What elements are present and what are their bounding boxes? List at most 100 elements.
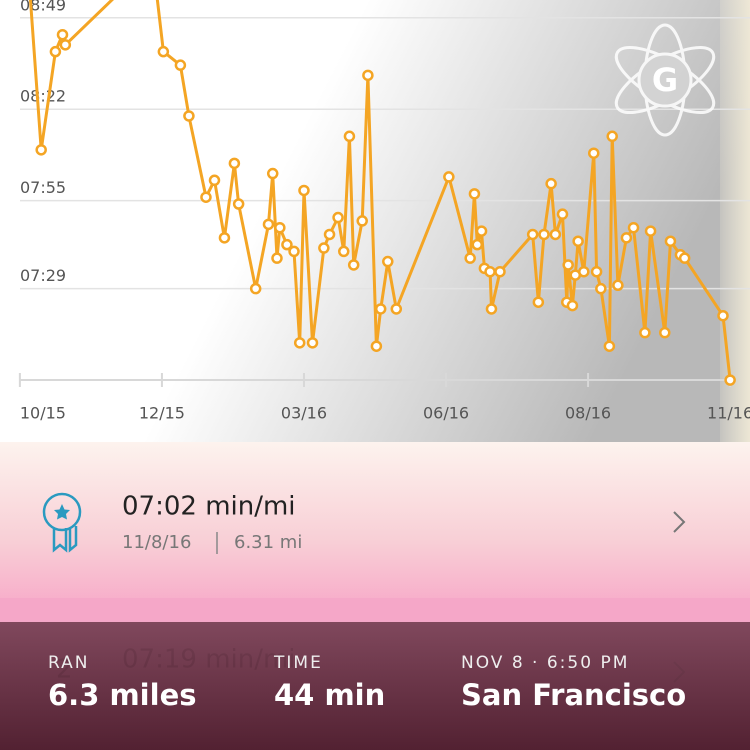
pace-point [370, 340, 383, 352]
y-tick-label: 08:49 [20, 0, 66, 14]
pace-point [484, 265, 496, 278]
pace-point [281, 238, 293, 251]
x-tick-label: 11/16 [707, 404, 750, 423]
pace-point [620, 232, 633, 244]
summary-value: 44 min [274, 678, 385, 712]
pace-point [485, 303, 498, 315]
pace-point [717, 309, 729, 322]
award-medal [42, 492, 82, 532]
pace-point [724, 374, 736, 386]
pace-point [595, 282, 607, 295]
summary-label: RAN [48, 653, 89, 673]
pace-point [298, 184, 310, 197]
award-ribbon [52, 528, 68, 553]
pace-point [475, 225, 488, 237]
record-pace: 07:02 min/mi [122, 492, 296, 522]
pace-point [157, 45, 170, 58]
pace-point [572, 235, 584, 247]
pace-point [332, 211, 344, 224]
pace-point [612, 279, 624, 292]
pace-point [262, 218, 275, 231]
pace-point [306, 337, 319, 349]
pace-point [208, 174, 221, 187]
pace-point [578, 265, 590, 278]
pace-point [562, 259, 574, 271]
pace-point [639, 326, 651, 339]
pace-point [443, 171, 455, 183]
pace-point [590, 265, 603, 278]
logo-core [637, 52, 693, 108]
pace-point [471, 238, 484, 251]
pace-point [343, 130, 356, 143]
pace-point [664, 235, 677, 247]
x-tick-label: 10/15 [20, 404, 66, 423]
pace-point [678, 252, 691, 264]
summary: RAN 6.3 miles TIME 44 min NOV 8 · 6:50 P… [48, 653, 686, 712]
chart-edge [720, 0, 750, 442]
award-star [54, 504, 70, 520]
x-tick-label: 06/16 [423, 404, 469, 423]
pace-point [174, 59, 187, 71]
pace-point [382, 255, 394, 268]
chart-background [0, 0, 750, 442]
logo-letter: G [652, 61, 678, 99]
pace-point [627, 221, 640, 234]
summary-label: NOV 8 · 6:50 PM [461, 653, 629, 673]
record-distance: 6.31 mi [234, 532, 302, 553]
pace-point [347, 259, 360, 271]
pace-point [532, 296, 545, 308]
summary-value: San Francisco [461, 678, 686, 712]
award-icon [42, 492, 82, 553]
pace-point [200, 191, 212, 203]
pace-point [249, 282, 262, 295]
chart: 08:49 08:22 07:55 07:29 10/15 12/15 03/16 06/16… [18, 0, 750, 423]
pace-point [288, 245, 300, 258]
pace-point [588, 147, 600, 159]
pace-point [526, 228, 539, 241]
logo [614, 23, 716, 137]
pace-point [356, 215, 368, 227]
pace-point [606, 130, 618, 143]
pace-point [468, 188, 481, 200]
record-row[interactable]: 07:02 min/mi 11/8/16 6.31 mi [42, 492, 686, 555]
y-tick-label: 07:29 [20, 266, 66, 285]
award-ribbon [68, 526, 78, 553]
pace-point [183, 110, 195, 122]
pace-point [338, 245, 350, 258]
pace-line [28, 0, 732, 381]
summary-label: TIME [273, 653, 323, 673]
record-date: 11/8/16 [122, 532, 191, 553]
pace-point [293, 337, 306, 349]
pace-point [318, 242, 330, 254]
pace-point [545, 177, 557, 190]
pace-point [390, 303, 403, 315]
y-tick-label: 07:55 [20, 178, 66, 197]
y-tick-label: 08:22 [20, 87, 66, 106]
pace-point [323, 228, 336, 241]
pace-point [49, 45, 62, 58]
pace-point [274, 221, 286, 234]
pace-point [566, 299, 579, 312]
pace-point [218, 232, 231, 244]
pace-point [362, 69, 374, 82]
pace-point [59, 39, 72, 51]
pace-point [659, 326, 671, 339]
pace-point [374, 303, 387, 315]
x-tick-label: 08/16 [565, 404, 611, 423]
pace-point [556, 208, 569, 220]
pace-point [56, 28, 69, 41]
pace-point [464, 252, 476, 264]
pace-point [232, 198, 245, 210]
pace-point [271, 252, 283, 264]
chevron [673, 511, 686, 533]
summary-value: 6.3 miles [48, 678, 197, 712]
records-background [0, 442, 750, 622]
summary-bar [0, 622, 750, 750]
pace-point [538, 228, 550, 241]
pace-point [35, 144, 47, 156]
pace-point [603, 340, 616, 352]
pace-point [228, 157, 241, 170]
pace-point [644, 225, 657, 237]
x-tick-label: 12/15 [139, 404, 185, 423]
